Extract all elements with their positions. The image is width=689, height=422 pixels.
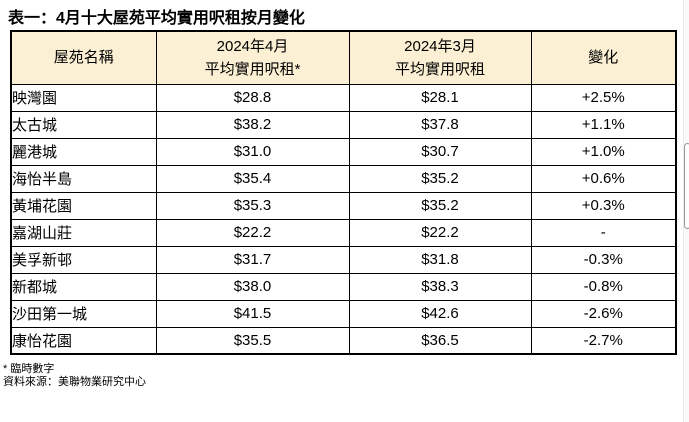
table-row: 太古城 $38.2 $37.8 +1.1% bbox=[10, 110, 677, 139]
march-rent-cell: $42.6 bbox=[348, 299, 532, 328]
scrollbar[interactable] bbox=[683, 0, 689, 422]
table-row: 沙田第一城 $41.5 $42.6 -2.6% bbox=[10, 299, 677, 328]
scrollbar-thumb[interactable] bbox=[684, 143, 689, 229]
header-row: 屋苑名稱 2024年4月 平均實用呎租* 2024年3月 平均實用呎租 變化 bbox=[10, 30, 677, 85]
rent-table: 屋苑名稱 2024年4月 平均實用呎租* 2024年3月 平均實用呎租 變化 映… bbox=[10, 30, 677, 355]
march-rent-cell: $30.7 bbox=[348, 137, 532, 166]
march-rent-cell: $28.1 bbox=[348, 83, 532, 112]
april-rent-cell: $22.2 bbox=[155, 218, 350, 247]
change-cell: -2.7% bbox=[530, 326, 677, 355]
change-cell: +0.3% bbox=[530, 191, 677, 220]
footnote-provisional: * 臨時數字 bbox=[3, 363, 55, 375]
change-cell: +2.5% bbox=[530, 83, 677, 112]
header-april-line2: 平均實用呎租* bbox=[204, 60, 301, 78]
estate-name-cell: 麗港城 bbox=[10, 137, 157, 166]
table-row: 美孚新邨 $31.7 $31.8 -0.3% bbox=[10, 245, 677, 274]
estate-name-cell: 美孚新邨 bbox=[10, 245, 157, 274]
table-row: 新都城 $38.0 $38.3 -0.8% bbox=[10, 272, 677, 301]
change-cell: +1.1% bbox=[530, 110, 677, 139]
table-row: 映灣園 $28.8 $28.1 +2.5% bbox=[10, 83, 677, 112]
estate-name-cell: 康怡花園 bbox=[10, 326, 157, 355]
estate-name-cell: 海怡半島 bbox=[10, 164, 157, 193]
april-rent-cell: $41.5 bbox=[155, 299, 350, 328]
march-rent-cell: $38.3 bbox=[348, 272, 532, 301]
header-march-line2: 平均實用呎租 bbox=[394, 60, 485, 78]
table-body: 映灣園 $28.8 $28.1 +2.5% 太古城 $38.2 $37.8 +1… bbox=[10, 83, 677, 355]
change-cell: -0.3% bbox=[530, 245, 677, 274]
table-row: 海怡半島 $35.4 $35.2 +0.6% bbox=[10, 164, 677, 193]
april-rent-cell: $28.8 bbox=[155, 83, 350, 112]
estate-name-cell: 嘉湖山莊 bbox=[10, 218, 157, 247]
april-rent-cell: $38.2 bbox=[155, 110, 350, 139]
estate-name-cell: 沙田第一城 bbox=[10, 299, 157, 328]
march-rent-cell: $31.8 bbox=[348, 245, 532, 274]
footnotes: * 臨時數字 資料來源：美聯物業研究中心 bbox=[3, 363, 146, 389]
header-estate-label: 屋苑名稱 bbox=[53, 49, 114, 67]
table-row: 康怡花園 $35.5 $36.5 -2.7% bbox=[10, 326, 677, 355]
march-rent-cell: $35.2 bbox=[348, 191, 532, 220]
header-estate-name: 屋苑名稱 bbox=[10, 30, 157, 85]
april-rent-cell: $31.0 bbox=[155, 137, 350, 166]
april-rent-cell: $38.0 bbox=[155, 272, 350, 301]
march-rent-cell: $37.8 bbox=[348, 110, 532, 139]
april-rent-cell: $35.4 bbox=[155, 164, 350, 193]
table-row: 嘉湖山莊 $22.2 $22.2 - bbox=[10, 218, 677, 247]
april-rent-cell: $31.7 bbox=[155, 245, 350, 274]
footnote-source: 資料來源：美聯物業研究中心 bbox=[3, 376, 146, 388]
table-header: 屋苑名稱 2024年4月 平均實用呎租* 2024年3月 平均實用呎租 變化 bbox=[10, 30, 677, 85]
march-rent-cell: $36.5 bbox=[348, 326, 532, 355]
rent-table-container: 屋苑名稱 2024年4月 平均實用呎租* 2024年3月 平均實用呎租 變化 映… bbox=[10, 30, 677, 355]
estate-name-cell: 映灣園 bbox=[10, 83, 157, 112]
change-cell: -2.6% bbox=[530, 299, 677, 328]
estate-name-cell: 太古城 bbox=[10, 110, 157, 139]
table-row: 黃埔花園 $35.3 $35.2 +0.3% bbox=[10, 191, 677, 220]
april-rent-cell: $35.5 bbox=[155, 326, 350, 355]
header-april-rent: 2024年4月 平均實用呎租* bbox=[155, 30, 350, 85]
change-cell: - bbox=[530, 218, 677, 247]
estate-name-cell: 新都城 bbox=[10, 272, 157, 301]
header-march-rent: 2024年3月 平均實用呎租 bbox=[348, 30, 532, 85]
march-rent-cell: $22.2 bbox=[348, 218, 532, 247]
change-cell: +0.6% bbox=[530, 164, 677, 193]
page-title: 表一：4月十大屋苑平均實用呎租按月變化 bbox=[8, 10, 305, 27]
april-rent-cell: $35.3 bbox=[155, 191, 350, 220]
header-april-line1: 2024年4月 bbox=[216, 37, 289, 55]
change-cell: -0.8% bbox=[530, 272, 677, 301]
change-cell: +1.0% bbox=[530, 137, 677, 166]
header-march-line1: 2024年3月 bbox=[404, 37, 476, 55]
march-rent-cell: $35.2 bbox=[348, 164, 532, 193]
header-change: 變化 bbox=[530, 30, 677, 85]
header-change-label: 變化 bbox=[588, 49, 619, 67]
table-row: 麗港城 $31.0 $30.7 +1.0% bbox=[10, 137, 677, 166]
estate-name-cell: 黃埔花園 bbox=[10, 191, 157, 220]
